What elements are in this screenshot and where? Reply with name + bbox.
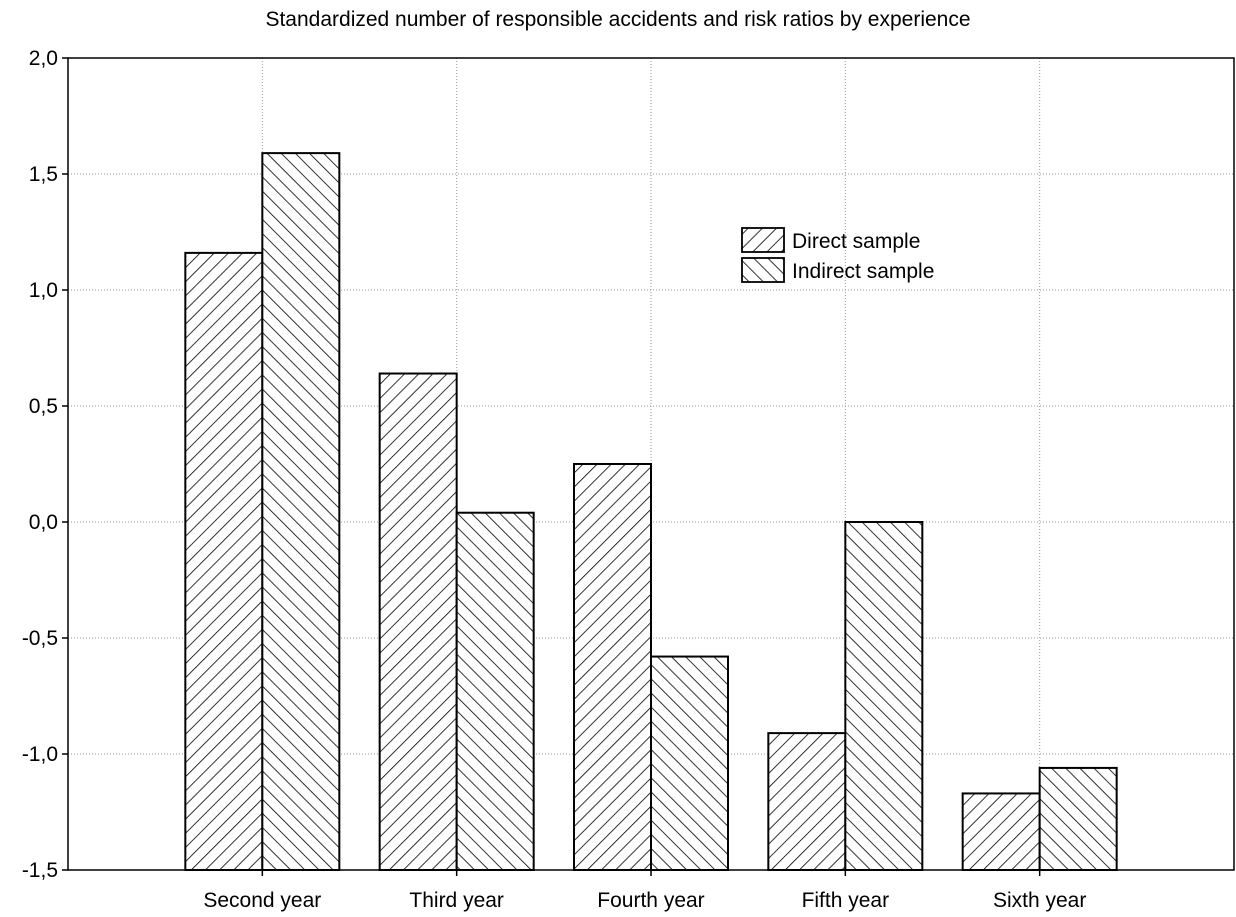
y-tick-label: -1,5 [22, 859, 58, 882]
y-tick-label: 0,0 [29, 511, 58, 534]
bar-indirect-sample [650, 655, 729, 871]
x-tick-label: Third year [409, 889, 504, 912]
y-tick-label: -0,5 [22, 627, 58, 650]
y-tick-label: -1,0 [22, 743, 58, 766]
legend: Direct sample Indirect sample [741, 227, 934, 283]
bar-indirect-sample [455, 511, 535, 871]
bar-indirect-sample [261, 152, 341, 871]
x-tick-label: Sixth year [993, 889, 1086, 912]
bar-indirect-sample [844, 521, 924, 871]
legend-swatch [741, 227, 785, 253]
chart-title: Standardized number of responsible accid… [265, 8, 971, 31]
y-tick-label: 0,5 [29, 395, 58, 418]
x-tick-label: Fourth year [597, 889, 704, 912]
y-tick-label: 1,5 [29, 163, 58, 186]
bar-direct-sample [767, 732, 847, 871]
bar-direct-sample [184, 251, 264, 871]
bar-direct-sample [961, 792, 1041, 871]
bar-direct-sample [573, 463, 652, 871]
bar-indirect-sample [1038, 766, 1118, 871]
axes: 2,0 1,5 1,0 0,5 0,0 -0,5 -1,0 -1,5 Second year Th… [22, 47, 1087, 912]
bars [184, 152, 1118, 871]
legend-label: Indirect sample [792, 260, 934, 283]
legend-swatch [741, 257, 785, 283]
x-tick-label: Fifth year [802, 889, 890, 912]
y-tick-label: 2,0 [29, 47, 58, 70]
y-tick-label: 1,0 [29, 279, 58, 302]
legend-label: Direct sample [792, 230, 920, 253]
x-tick-label: Second year [203, 889, 321, 912]
bar-direct-sample [378, 372, 458, 871]
